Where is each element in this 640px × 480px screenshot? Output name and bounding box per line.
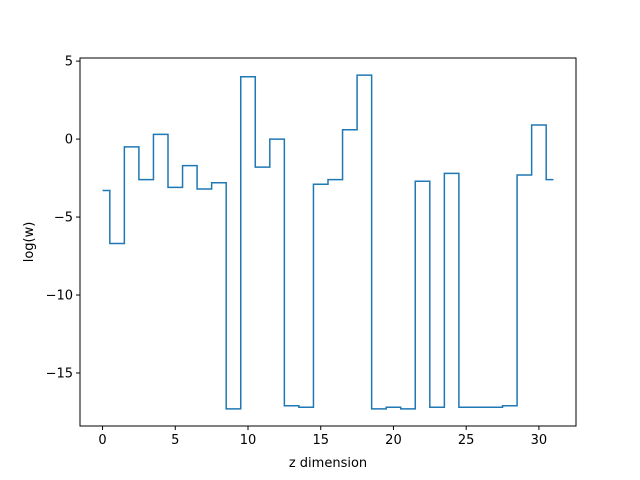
y-tick-label: 0 (65, 133, 73, 148)
y-axis-ticks: 5 0 −5 −10 −15 (46, 55, 80, 381)
x-tick-label: 0 (98, 433, 106, 448)
x-tick-label: 30 (531, 433, 548, 448)
x-axis-label: z dimension (289, 456, 367, 471)
series-layer (102, 74, 554, 410)
x-axis-ticks: 0 5 10 15 20 25 30 (98, 426, 547, 448)
y-axis-label: log(w) (22, 222, 37, 263)
y-tick-label: −10 (46, 289, 73, 304)
y-tick-label: −15 (46, 366, 73, 381)
y-tick-label: −5 (54, 211, 73, 226)
y-tick-label: 5 (65, 55, 73, 70)
x-tick-label: 10 (240, 433, 257, 448)
x-tick-label: 15 (312, 433, 329, 448)
x-tick-label: 25 (458, 433, 475, 448)
x-tick-label: 20 (385, 433, 402, 448)
series-line-0 (102, 74, 554, 410)
axes-frame (79, 57, 577, 427)
x-tick-label: 5 (171, 433, 179, 448)
